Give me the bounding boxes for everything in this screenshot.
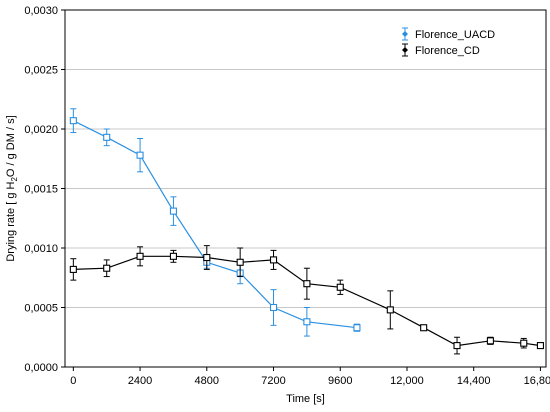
axis-ticks: 0,0000 0,0005 0,0010 0,0015 0,0020 0,0025 0,00… bbox=[24, 5, 550, 387]
data-point-marker bbox=[103, 264, 111, 272]
x-tick-label: 0 bbox=[70, 375, 76, 387]
data-point-marker bbox=[236, 258, 244, 266]
x-tick-label: 14,400 bbox=[457, 375, 491, 387]
data-point-marker bbox=[303, 280, 311, 288]
x-tick-label: 2400 bbox=[128, 375, 152, 387]
y-axis-title: Drying rate [ g H2O / g DM / s] bbox=[5, 115, 19, 261]
y-axis-title-post: O / g DM / s] bbox=[5, 115, 17, 177]
data-point-marker bbox=[136, 151, 144, 159]
x-tick-label: 16,800 bbox=[524, 375, 550, 387]
y-tick-label: 0,0005 bbox=[24, 303, 58, 315]
data-series bbox=[69, 108, 544, 355]
data-point-marker bbox=[353, 324, 361, 332]
data-point-marker bbox=[520, 339, 528, 347]
legend-diamond-icon bbox=[402, 47, 408, 53]
x-axis-title: Time [s] bbox=[286, 393, 325, 405]
legend-diamond-icon bbox=[402, 31, 408, 37]
y-tick-label: 0,0010 bbox=[24, 243, 58, 255]
x-tick-label: 12,000 bbox=[390, 375, 424, 387]
data-point-marker bbox=[420, 324, 428, 332]
legend-label: Florence_CD bbox=[415, 45, 480, 57]
data-point-marker bbox=[269, 256, 278, 264]
y-tick-label: 0,0015 bbox=[24, 184, 58, 196]
y-axis-title-sub: 2 bbox=[10, 177, 19, 182]
data-point-marker bbox=[536, 342, 544, 350]
data-point-marker bbox=[103, 133, 111, 141]
legend-label: Florence_UACD bbox=[415, 29, 495, 41]
x-tick-label: 7200 bbox=[261, 375, 285, 387]
data-point-marker bbox=[169, 252, 177, 260]
y-tick-label: 0,0000 bbox=[24, 362, 58, 374]
data-point-marker bbox=[203, 253, 211, 262]
data-point-marker bbox=[136, 252, 144, 260]
x-tick-label: 9600 bbox=[328, 375, 352, 387]
y-tick-label: 0,0025 bbox=[24, 65, 58, 77]
data-point-marker bbox=[69, 265, 77, 273]
data-point-marker bbox=[386, 306, 394, 314]
series-Florence_CD bbox=[69, 245, 544, 355]
data-point-marker bbox=[336, 283, 344, 291]
data-point-marker bbox=[303, 318, 311, 326]
data-point-marker bbox=[453, 342, 461, 350]
y-axis-title-pre: Drying rate [ g H bbox=[5, 182, 17, 262]
y-tick-label: 0,0030 bbox=[24, 5, 58, 17]
grid-lines bbox=[65, 69, 546, 308]
data-point-marker bbox=[486, 337, 494, 345]
series-line bbox=[73, 120, 357, 329]
series-Florence_UACD bbox=[69, 108, 361, 337]
y-tick-label: 0,0020 bbox=[24, 124, 58, 136]
data-point-marker bbox=[69, 117, 77, 125]
x-tick-label: 4800 bbox=[195, 375, 219, 387]
data-point-marker bbox=[269, 303, 278, 312]
legend: Florence_UACD Florence_CD bbox=[402, 27, 495, 57]
data-point-marker bbox=[169, 207, 177, 215]
